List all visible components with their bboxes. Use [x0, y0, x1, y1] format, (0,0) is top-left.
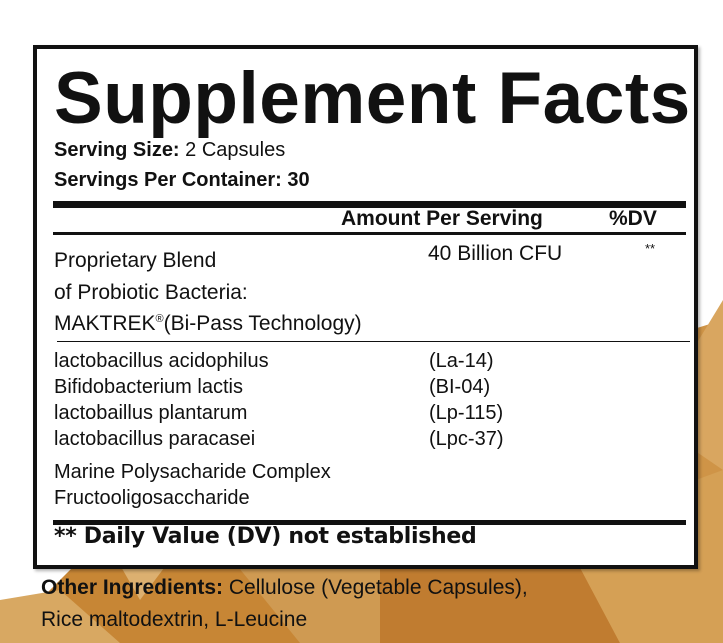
ingredient-name: lactobaillus plantarum	[54, 402, 248, 424]
ingredient-name: lactobacillus paracasei	[54, 428, 256, 450]
other-ingredients-label: Other Ingredients:	[41, 576, 224, 599]
brand-name: MAKTREK	[54, 312, 156, 335]
header-divider	[53, 232, 686, 235]
blend-amount: 40 Billion CFU	[428, 242, 563, 265]
blend-line-1: Proprietary Blend	[54, 249, 217, 272]
other-ingredients-line-1: Other Ingredients: Cellulose (Vegetable …	[41, 576, 528, 600]
amount-header: Amount Per Serving	[341, 207, 543, 230]
ingredient-strain: (BI-04)	[429, 376, 491, 398]
servings-label: Servings Per Container:	[54, 169, 282, 191]
other-ingredients-text: Cellulose (Vegetable Capsules),	[228, 576, 528, 599]
servings-value: 30	[287, 169, 310, 191]
serving-size-label: Serving Size:	[54, 139, 180, 161]
servings-per-container: Servings Per Container: 30	[54, 169, 310, 192]
blend-line-2: of Probiotic Bacteria:	[54, 281, 248, 304]
registered-mark: ®	[155, 313, 164, 325]
dv-header: %DV	[609, 207, 657, 230]
ingredient-strain: (Lpc-37)	[429, 428, 504, 450]
ingredient-strain: (Lp-115)	[429, 402, 504, 424]
brand-suffix: (Bi-Pass Technology)	[163, 312, 362, 335]
blend-brand: MAKTREK®(Bi-Pass Technology)	[54, 312, 362, 336]
ingredient-strain: (La-14)	[429, 350, 494, 372]
supplement-facts-panel: Supplement Facts Serving Size: 2 Capsule…	[33, 45, 698, 569]
ingredient-name: Marine Polysacharide Complex	[54, 461, 331, 483]
serving-size: Serving Size: 2 Capsules	[54, 139, 285, 162]
panel-title: Supplement Facts	[54, 58, 691, 139]
footer-divider	[53, 520, 686, 525]
thin-divider	[57, 341, 690, 342]
blend-dv: **	[645, 241, 656, 256]
ingredient-name: Bifidobacterium lactis	[54, 376, 243, 398]
footnote: ** Daily Value (DV) not established	[54, 524, 477, 549]
serving-size-value: 2 Capsules	[185, 139, 286, 161]
other-ingredients-line-2: Rice maltodextrin, L-Leucine	[41, 608, 308, 631]
thick-divider	[53, 201, 686, 208]
ingredient-name: lactobacillus acidophilus	[54, 350, 269, 372]
ingredient-name: Fructooligosaccharide	[54, 487, 250, 509]
